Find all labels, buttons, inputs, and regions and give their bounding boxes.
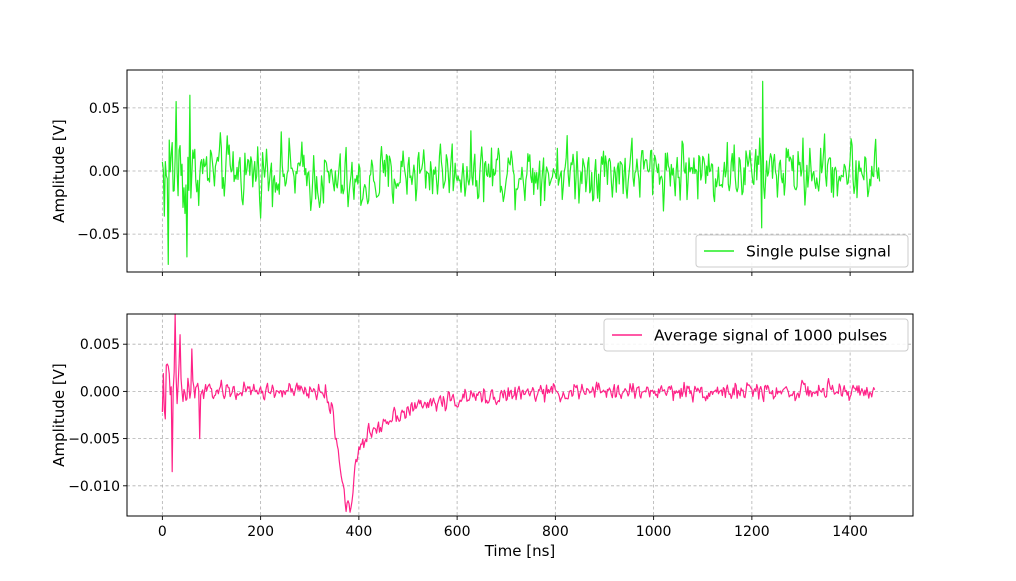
top-ticks: −0.05 0.00 0.05 [77, 101, 851, 276]
y-tick-label: 0.000 [80, 384, 120, 400]
top-series [161, 80, 881, 266]
x-tick-label: 600 [444, 524, 471, 540]
top-legend-box [695, 234, 909, 268]
y-tick-label: −0.005 [68, 432, 120, 448]
top-legend-label: Single pulse signal [746, 243, 891, 261]
average-signal-panel: 0 200 400 600 800 1000 1200 1400 −0.010 −0.005 0.0… [50, 313, 914, 560]
bottom-legend: Average signal of 1000 pulses [603, 318, 909, 352]
x-tick-label: 200 [247, 524, 274, 540]
y-tick-label: 0.00 [89, 164, 120, 180]
single-pulse-panel: −0.05 0.00 0.05 Amplitude [V] Single pulse… [50, 69, 914, 276]
average-signal-series-line [161, 313, 876, 513]
x-tick-label: 800 [542, 524, 569, 540]
x-tick-label: 1400 [832, 524, 868, 540]
top-y-axis-label: Amplitude [V] [50, 119, 68, 223]
bottom-y-axis-label: Amplitude [V] [50, 363, 68, 467]
bottom-legend-box [603, 318, 909, 352]
bottom-legend-label: Average signal of 1000 pulses [654, 327, 887, 345]
y-tick-label: −0.010 [68, 479, 120, 495]
top-legend: Single pulse signal [695, 234, 909, 268]
single-pulse-series-line [161, 80, 881, 266]
x-tick-label: 1200 [734, 524, 770, 540]
x-tick-label: 400 [346, 524, 373, 540]
bottom-series [161, 313, 876, 513]
y-tick-label: −0.05 [77, 227, 120, 243]
bottom-axes-frame [126, 313, 914, 517]
y-tick-label: 0.005 [80, 337, 120, 353]
bottom-ticks: 0 200 400 600 800 1000 1200 1400 −0.010 −0.005 0.0… [68, 337, 868, 540]
x-tick-label: 1000 [636, 524, 672, 540]
y-tick-label: 0.05 [89, 101, 120, 117]
x-tick-label: 0 [158, 524, 167, 540]
x-axis-label: Time [ns] [484, 542, 556, 560]
